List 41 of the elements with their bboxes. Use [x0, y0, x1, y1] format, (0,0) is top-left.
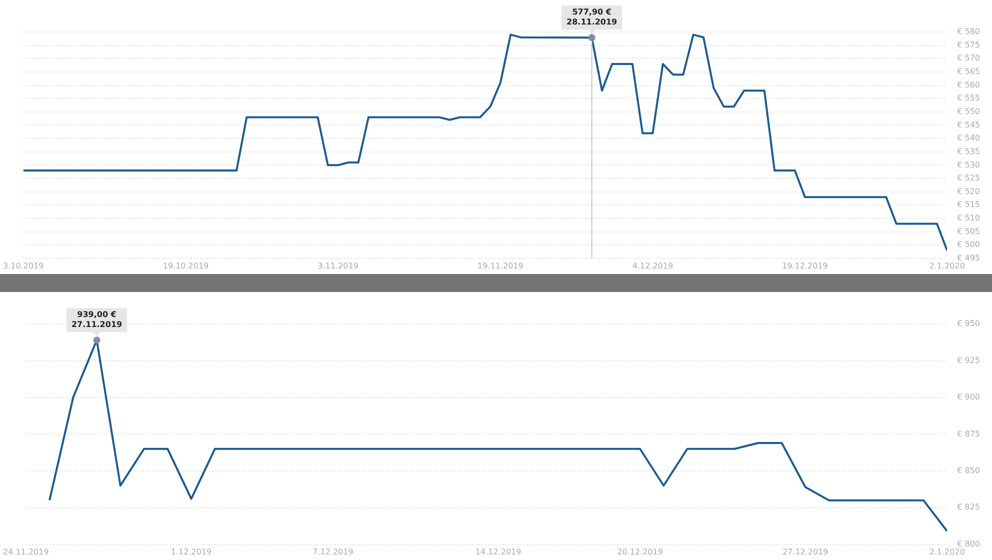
y-tick-label: € 510 — [957, 214, 980, 223]
y-tick-label: € 950 — [957, 319, 980, 328]
y-tick-label: € 515 — [957, 200, 980, 210]
y-tick-label: € 875 — [957, 429, 980, 438]
y-tick-label: € 560 — [957, 80, 980, 90]
y-tick-label: € 500 — [957, 240, 980, 250]
y-tick-label: € 540 — [957, 134, 980, 143]
y-tick-label: € 570 — [957, 54, 980, 63]
x-tick-label: 20.12.2019 — [617, 547, 663, 556]
y-tick-label: € 925 — [957, 356, 980, 365]
y-tick-label: € 580 — [957, 27, 980, 36]
y-tick-label: € 825 — [957, 502, 980, 512]
y-tick-label: € 530 — [957, 160, 980, 170]
x-tick-label: 24.11.2019 — [2, 547, 49, 556]
x-tick-label: 19.11.2019 — [478, 261, 524, 270]
y-tick-label: € 545 — [957, 120, 980, 130]
x-tick-label: 2.1.2020 — [929, 547, 965, 556]
x-tick-label: 14.12.2019 — [475, 547, 522, 556]
x-tick-label: 27.12.2019 — [782, 547, 828, 556]
y-tick-label: € 505 — [957, 226, 980, 236]
y-tick-label: € 495 — [957, 253, 980, 262]
y-tick-label: € 535 — [957, 146, 980, 156]
x-tick-label: 7.12.2019 — [312, 547, 354, 556]
x-tick-label: 2.1.2020 — [929, 261, 965, 270]
y-tick-label: € 850 — [957, 466, 980, 476]
x-tick-label: 4.12.2019 — [632, 261, 674, 270]
y-tick-label: € 800 — [957, 539, 980, 548]
x-tick-label: 19.12.2019 — [782, 261, 828, 270]
annotation: 939,00 € 27.11.2019 — [71, 310, 122, 330]
x-tick-label: 3.10.2019 — [3, 261, 44, 270]
y-tick-label: € 900 — [957, 392, 980, 402]
y-tick-label: € 520 — [957, 186, 980, 196]
y-tick-label: € 550 — [957, 106, 980, 116]
x-tick-label: 19.10.2019 — [162, 261, 209, 270]
x-tick-label: 1.12.2019 — [170, 547, 212, 556]
y-tick-label: € 565 — [957, 67, 980, 76]
y-tick-label: € 555 — [957, 94, 980, 103]
annotation: 577,90 € 28.11.2019 — [566, 8, 618, 27]
y-tick-label: € 525 — [957, 174, 980, 183]
x-tick-label: 3.11.2019 — [318, 261, 358, 270]
y-tick-label: € 575 — [957, 40, 980, 50]
